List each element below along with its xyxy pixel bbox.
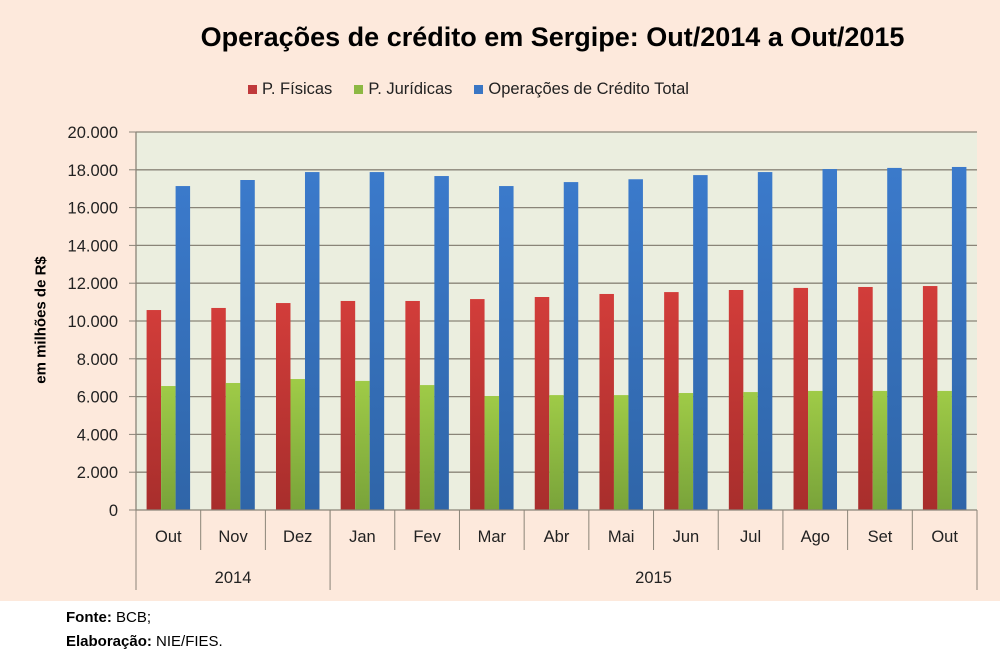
credit-label: Elaboração: [66,633,152,650]
bar-pessoas-juridicas [743,392,758,510]
bar-pessoas-juridicas [290,379,305,510]
bar-credito-total [628,179,643,510]
legend-item: P. Físicas [248,80,332,99]
bar-pessoas-juridicas [678,393,694,510]
x-tick-label: Ago [801,528,830,546]
bar-credito-total [951,166,967,510]
y-tick-label: 16.000 [68,200,118,218]
source-line: Fonte: BCB; [66,606,223,630]
y-tick-label: 10.000 [68,313,118,331]
bar-pessoas-juridicas [484,396,500,510]
source-value: BCB; [111,609,152,626]
bar-pessoas-juridicas [937,390,952,510]
bar-pessoas-juridicas [225,382,241,510]
x-tick-label: Fev [413,528,441,546]
y-tick-label: 0 [109,502,118,520]
bar-pessoas-juridicas [549,395,564,510]
chart-title: Operações de crédito em Sergipe: Out/201… [200,22,905,52]
bar-pessoas-fisicas [534,296,550,510]
legend-swatch [248,85,257,94]
bar-credito-total [757,172,773,510]
legend-swatch [354,85,364,94]
credit-line: Elaboração: NIE/FIES. [66,630,223,654]
x-tick-label: Mar [478,528,507,546]
bar-pessoas-juridicas [355,380,370,510]
bar-credito-total [887,167,902,510]
bar-credito-total [822,169,838,510]
bar-credito-total [304,172,320,510]
bar-credito-total [175,186,191,510]
bar-pessoas-fisicas [664,292,679,510]
bar-pessoas-juridicas [808,390,823,510]
bar-pessoas-fisicas [470,299,485,510]
bar-credito-total [434,176,449,511]
x-tick-label: Out [931,528,958,546]
y-tick-label: 20.000 [68,124,118,142]
chart-area: Operações de crédito em Sergipe: Out/201… [0,0,1000,601]
y-tick-label: 8.000 [77,351,118,369]
bar-pessoas-juridicas [872,390,888,510]
bar-pessoas-fisicas [599,293,614,510]
bar-pessoas-fisicas [211,307,226,510]
bar-pessoas-juridicas [419,385,435,510]
y-tick-label: 14.000 [68,237,118,255]
bar-pessoas-fisicas [340,300,356,510]
legend-item: Operações de Crédito Total [474,80,689,99]
bar-pessoas-juridicas [161,386,176,510]
legend-label: P. Físicas [262,80,333,98]
x-tick-label: Nov [218,528,248,546]
bar-credito-total [499,186,514,510]
legend: P. Físicas P. Jurídicas Operações de Crédi… [248,80,689,99]
legend-item: P. Jurídicas [354,80,452,99]
y-tick-label: 4.000 [77,426,118,444]
bar-credito-total [693,175,708,511]
legend-swatch [474,85,484,94]
chart-svg: 0 2.000 4.000 6.000 8.000 10.000 12.000 14.000 1… [68,124,978,590]
y-tick-label: 12.000 [68,275,118,293]
x-group-label: 2015 [635,569,672,587]
legend-label: P. Jurídicas [368,80,453,98]
x-tick-label: Mai [608,528,635,546]
bar-credito-total [369,172,385,510]
bar-pessoas-fisicas [275,303,291,510]
x-tick-label: Set [868,528,893,546]
bar-pessoas-fisicas [858,286,873,510]
x-group-label: 2014 [215,569,252,587]
x-tick-label: Abr [544,528,570,546]
y-tick-label: 18.000 [68,162,118,180]
bar-pessoas-fisicas [922,286,938,510]
footer: Fonte: BCB; Elaboração: NIE/FIES. [66,606,223,654]
y-tick-label: 6.000 [77,389,118,407]
source-label: Fonte: [66,609,112,626]
x-tick-label: Dez [283,528,312,546]
credit-value: NIE/FIES. [151,633,223,650]
bar-pessoas-fisicas [728,290,744,510]
legend-label: Operações de Crédito Total [488,80,689,98]
bar-credito-total [240,180,255,511]
x-tick-label: Jul [740,528,761,546]
bar-pessoas-fisicas [405,300,420,510]
x-tick-label: Jan [349,528,376,546]
x-tick-label: Out [155,528,182,546]
y-tick-label: 2.000 [77,464,118,482]
bar-pessoas-fisicas [146,310,162,510]
bar-credito-total [563,182,579,510]
x-tick-label: Jun [673,528,700,546]
bar-pessoas-fisicas [793,287,809,510]
bar-pessoas-juridicas [613,395,629,510]
